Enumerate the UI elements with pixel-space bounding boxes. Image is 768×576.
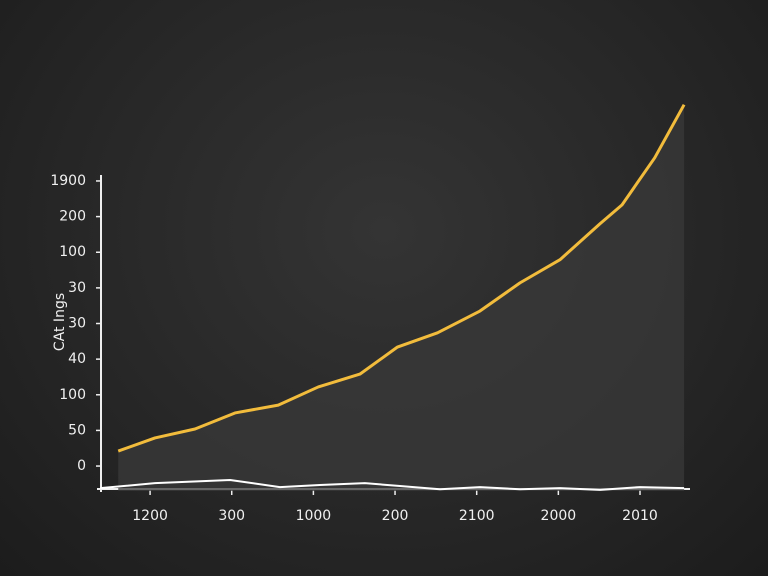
x-tick-label: 2100: [459, 508, 495, 524]
line: [100, 478, 685, 491]
y-axis-label: CAt Ings: [52, 293, 68, 351]
x-tick-label: 200: [382, 508, 409, 524]
area: [118, 104, 685, 492]
line: [117, 103, 686, 453]
x-tick-label: 2000: [541, 508, 577, 524]
x-tick-label: 1200: [132, 508, 168, 524]
y-tick-label: 30: [68, 316, 86, 332]
y-tick-label: 100: [59, 244, 86, 260]
y-tick-label: 1900: [50, 173, 86, 189]
x-tick-label: 2010: [622, 508, 658, 524]
y-tick-label: 0: [77, 458, 86, 474]
y-tick-label: 100: [59, 387, 86, 403]
y-tick-label: 30: [68, 280, 86, 296]
y-tick-label: 50: [68, 422, 86, 438]
y-tick-label: 200: [59, 209, 86, 225]
y-tick-label: 40: [68, 351, 86, 367]
x-tick-label: 300: [218, 508, 245, 524]
x-tick-label: 1000: [296, 508, 332, 524]
